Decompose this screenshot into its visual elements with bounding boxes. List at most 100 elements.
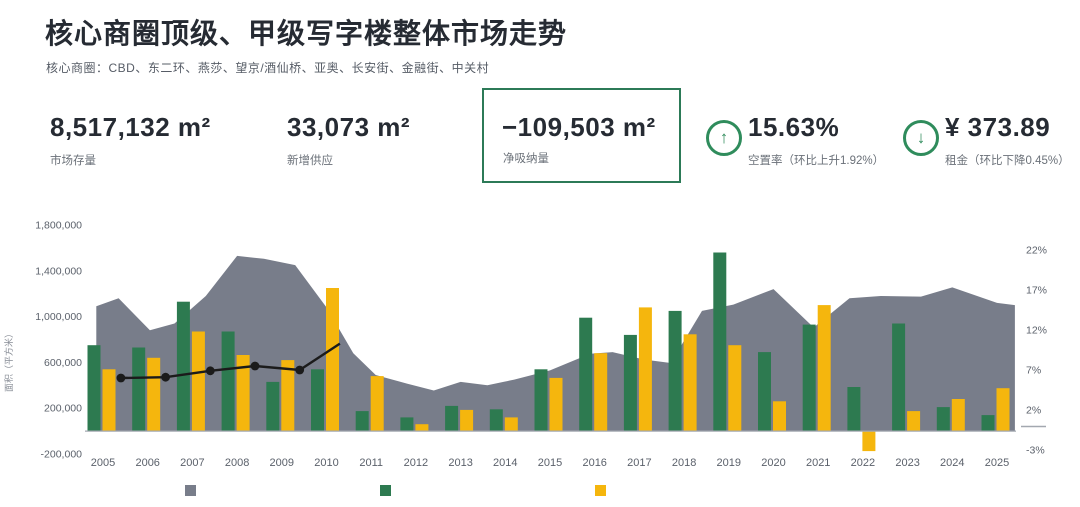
year-label: 2020: [761, 457, 785, 469]
green-bars-bar: [892, 323, 906, 432]
page-subtitle: 核心商圈：CBD、东二环、燕莎、望京/酒仙桥、亚奥、长安街、金融街、中关村: [46, 61, 490, 75]
left-axis-title: 面积（平方米）: [3, 329, 14, 392]
right-axis-tick-label: 17%: [1026, 285, 1047, 297]
green-bars-bar: [758, 352, 771, 432]
stat-market-stock-label: 市场存量: [50, 155, 96, 167]
gray-area-shape: [96, 255, 1015, 432]
green-bars-bar: [87, 345, 101, 432]
year-label: 2005: [91, 457, 115, 469]
stat-new-supply-value: 33,073 m²: [287, 112, 411, 142]
stat-vacancy: 15.63% 空置率（环比上升1.92%）: [748, 112, 884, 168]
right-axis-tick-label: 7%: [1026, 365, 1041, 377]
year-label: 2015: [538, 457, 562, 469]
year-label: 2024: [940, 457, 964, 469]
right-axis-tick-label: 12%: [1026, 325, 1047, 337]
stat-market-stock-value: 8,517,132 m²: [50, 112, 211, 142]
trend-line-marker: [116, 373, 126, 383]
market-trend-chart: 1,800,000 1,400,000 1,000,000 600,000 200,00…: [3, 220, 1047, 470]
left-axis-tick-label: 1,000,000: [35, 311, 82, 323]
right-axis-tick-label: 2%: [1026, 405, 1041, 417]
yellow-bars-bar: [638, 307, 652, 432]
year-label: 2006: [135, 457, 159, 469]
stat-rent-value: ¥ 373.89: [945, 112, 1051, 142]
stat-rent-label: 租金（环比下降0.45%）: [945, 155, 1070, 167]
green-bars-bar: [355, 411, 369, 432]
yellow-bars-bar: [281, 360, 295, 432]
down-arrow-glyph: ↓: [916, 128, 926, 147]
green-bars-bar: [176, 301, 190, 432]
yellow-bars-bar: [415, 424, 429, 432]
year-label: 2016: [582, 457, 606, 469]
up-arrow-glyph: ↑: [719, 128, 729, 147]
yellow-bars-bar: [907, 411, 921, 432]
trend-line-marker: [295, 365, 305, 375]
year-label: 2014: [493, 457, 517, 469]
green-bars-bar: [936, 407, 950, 432]
year-label: 2010: [314, 457, 338, 469]
trend-line: [120, 342, 341, 380]
right-axis-tick-label: 22%: [1026, 245, 1047, 257]
yellow-bars-bar: [460, 409, 474, 432]
left-axis-tick-label: -200,000: [41, 449, 83, 461]
trend-line-marker: [205, 366, 215, 376]
year-label: 2011: [359, 457, 383, 469]
legend-item-yellow: [595, 484, 612, 496]
yellow-bars-bar: [862, 431, 876, 452]
stat-net-absorption-box: −109,503 m² 净吸纳量: [482, 88, 681, 183]
trend-line-marker: [250, 361, 260, 371]
stat-new-supply-label: 新增供应: [287, 155, 333, 167]
green-series-swatch: [380, 484, 391, 496]
yellow-bars-bar: [996, 388, 1010, 432]
year-label: 2012: [404, 457, 428, 469]
yellow-bars-bar: [326, 288, 339, 432]
green-bars-bar: [266, 381, 280, 432]
stat-new-supply: 33,073 m² 新增供应: [287, 112, 410, 168]
year-label: 2008: [225, 457, 249, 469]
yellow-bars-bar: [102, 369, 116, 432]
year-label: 2017: [627, 457, 651, 469]
stat-rent: ¥ 373.89 租金（环比下降0.45%）: [945, 112, 1070, 168]
stat-vacancy-value: 15.63%: [748, 112, 840, 142]
stat-vacancy-label: 空置率（环比上升1.92%）: [748, 155, 885, 167]
left-axis-tick-label: 1,800,000: [35, 220, 82, 232]
year-label: 2013: [448, 457, 472, 469]
legend-item-gray: [185, 484, 202, 496]
year-label: 2007: [180, 457, 204, 469]
year-label: 2025: [985, 457, 1009, 469]
green-bars-bar: [713, 252, 727, 432]
stat-market-stock: 8,517,132 m² 市场存量: [50, 112, 211, 168]
green-bars-bar: [132, 347, 146, 432]
right-axis-tick-label: -3%: [1026, 445, 1045, 457]
year-label: 2021: [806, 457, 830, 469]
legend-item-green: [380, 484, 397, 496]
green-bars-bar: [981, 415, 995, 432]
up-arrow-icon: ↑: [706, 120, 742, 156]
green-bars-bar: [847, 387, 861, 432]
yellow-bars-bar: [147, 357, 161, 432]
year-label: 2019: [717, 457, 741, 469]
left-axis-tick-label: 600,000: [44, 357, 82, 369]
yellow-bars-bar: [504, 417, 518, 432]
yellow-series-swatch: [595, 484, 606, 496]
year-label: 2023: [895, 457, 919, 469]
yellow-bars-bar: [191, 331, 205, 432]
left-axis-tick-label: 1,400,000: [35, 265, 82, 277]
stat-net-absorption-value: −109,503 m²: [502, 112, 656, 142]
yellow-bars-bar: [728, 345, 742, 432]
green-bars-bar: [534, 369, 548, 432]
green-bars-bar: [400, 417, 414, 432]
down-arrow-icon: ↓: [903, 120, 939, 156]
yellow-bars-bar: [683, 334, 697, 432]
stat-net-absorption-label: 净吸纳量: [503, 153, 549, 165]
left-axis-tick-label: 200,000: [44, 403, 82, 415]
year-label: 2009: [270, 457, 294, 469]
yellow-bars-bar: [549, 377, 563, 432]
chart-legend: [0, 484, 1080, 500]
yellow-bars-bar: [773, 401, 786, 432]
gray-series-swatch: [185, 484, 196, 496]
green-bars-bar: [489, 409, 503, 432]
yellow-bars-bar: [951, 399, 965, 432]
year-label: 2022: [851, 457, 875, 469]
green-bars-bar: [668, 310, 682, 432]
